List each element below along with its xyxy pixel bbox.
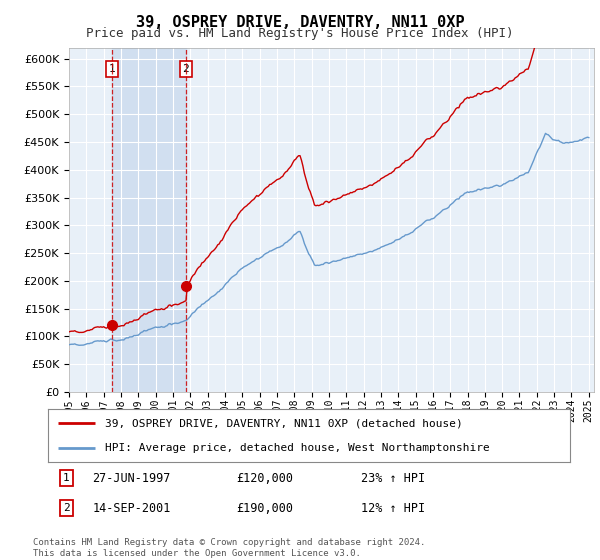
- Text: Contains HM Land Registry data © Crown copyright and database right 2024.
This d: Contains HM Land Registry data © Crown c…: [33, 538, 425, 558]
- Text: 12% ↑ HPI: 12% ↑ HPI: [361, 502, 425, 515]
- Text: 2: 2: [63, 503, 70, 514]
- Bar: [112, 48, 186, 392]
- Text: 39, OSPREY DRIVE, DAVENTRY, NN11 0XP: 39, OSPREY DRIVE, DAVENTRY, NN11 0XP: [136, 15, 464, 30]
- Text: 1: 1: [109, 64, 116, 74]
- Text: HPI: Average price, detached house, West Northamptonshire: HPI: Average price, detached house, West…: [106, 442, 490, 452]
- Text: Price paid vs. HM Land Registry's House Price Index (HPI): Price paid vs. HM Land Registry's House …: [86, 27, 514, 40]
- Text: 1: 1: [63, 473, 70, 483]
- Text: £190,000: £190,000: [236, 502, 293, 515]
- Text: 2: 2: [182, 64, 190, 74]
- Text: 27-JUN-1997: 27-JUN-1997: [92, 472, 171, 484]
- Text: 14-SEP-2001: 14-SEP-2001: [92, 502, 171, 515]
- Text: 39, OSPREY DRIVE, DAVENTRY, NN11 0XP (detached house): 39, OSPREY DRIVE, DAVENTRY, NN11 0XP (de…: [106, 418, 463, 428]
- Text: 23% ↑ HPI: 23% ↑ HPI: [361, 472, 425, 484]
- Text: £120,000: £120,000: [236, 472, 293, 484]
